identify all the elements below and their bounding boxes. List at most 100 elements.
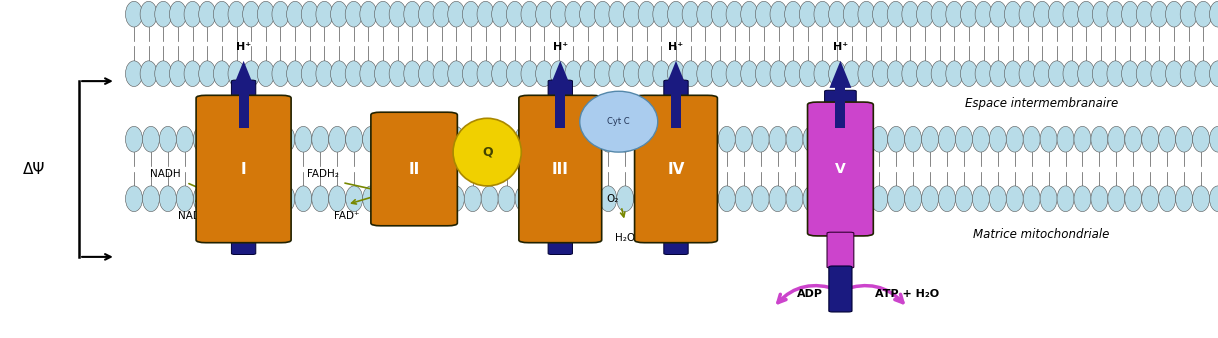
- Ellipse shape: [711, 61, 728, 87]
- Text: FADH₂: FADH₂: [307, 169, 339, 179]
- Ellipse shape: [464, 186, 481, 212]
- Ellipse shape: [430, 186, 447, 212]
- Ellipse shape: [990, 1, 1007, 27]
- Ellipse shape: [905, 126, 922, 152]
- Ellipse shape: [329, 186, 346, 212]
- Ellipse shape: [413, 126, 430, 152]
- Ellipse shape: [447, 186, 464, 212]
- Ellipse shape: [184, 61, 201, 87]
- Ellipse shape: [616, 186, 633, 212]
- Ellipse shape: [507, 1, 524, 27]
- Ellipse shape: [741, 61, 758, 87]
- Ellipse shape: [1192, 126, 1209, 152]
- Ellipse shape: [938, 126, 955, 152]
- Ellipse shape: [697, 1, 714, 27]
- Ellipse shape: [330, 1, 347, 27]
- Ellipse shape: [492, 1, 509, 27]
- Ellipse shape: [609, 1, 626, 27]
- Ellipse shape: [1108, 126, 1125, 152]
- Ellipse shape: [1180, 1, 1197, 27]
- Ellipse shape: [1209, 126, 1218, 152]
- Ellipse shape: [521, 61, 538, 87]
- Ellipse shape: [244, 126, 261, 152]
- Ellipse shape: [753, 186, 770, 212]
- Ellipse shape: [682, 61, 699, 87]
- Ellipse shape: [177, 186, 194, 212]
- Ellipse shape: [532, 126, 549, 152]
- Ellipse shape: [329, 126, 346, 152]
- Ellipse shape: [828, 61, 845, 87]
- Ellipse shape: [447, 126, 464, 152]
- Ellipse shape: [278, 126, 295, 152]
- Ellipse shape: [580, 91, 658, 152]
- Ellipse shape: [667, 1, 685, 27]
- Ellipse shape: [843, 61, 860, 87]
- Ellipse shape: [1136, 1, 1153, 27]
- Ellipse shape: [888, 126, 905, 152]
- Ellipse shape: [1057, 186, 1074, 212]
- Ellipse shape: [286, 1, 303, 27]
- Text: III: III: [552, 162, 569, 176]
- Text: H₂O: H₂O: [615, 233, 635, 243]
- Ellipse shape: [697, 61, 714, 87]
- Text: H⁺: H⁺: [236, 42, 251, 52]
- Ellipse shape: [140, 61, 157, 87]
- Text: I: I: [241, 162, 246, 176]
- Ellipse shape: [155, 61, 172, 87]
- Ellipse shape: [515, 126, 532, 152]
- Ellipse shape: [430, 126, 447, 152]
- FancyBboxPatch shape: [808, 102, 873, 236]
- Ellipse shape: [1209, 186, 1218, 212]
- Ellipse shape: [257, 1, 274, 27]
- Ellipse shape: [624, 1, 641, 27]
- Ellipse shape: [242, 1, 259, 27]
- Ellipse shape: [1091, 126, 1108, 152]
- FancyBboxPatch shape: [519, 95, 602, 243]
- FancyBboxPatch shape: [548, 80, 572, 99]
- Ellipse shape: [1195, 61, 1212, 87]
- Ellipse shape: [464, 126, 481, 152]
- FancyBboxPatch shape: [231, 80, 256, 99]
- Text: NADH: NADH: [150, 169, 180, 179]
- FancyBboxPatch shape: [664, 239, 688, 255]
- Ellipse shape: [753, 126, 770, 152]
- Ellipse shape: [976, 1, 993, 27]
- Ellipse shape: [1124, 186, 1141, 212]
- Ellipse shape: [199, 61, 216, 87]
- Ellipse shape: [301, 61, 318, 87]
- Ellipse shape: [955, 126, 972, 152]
- Ellipse shape: [346, 126, 363, 152]
- Ellipse shape: [404, 61, 421, 87]
- Ellipse shape: [1006, 186, 1023, 212]
- Ellipse shape: [989, 186, 1006, 212]
- Ellipse shape: [770, 1, 787, 27]
- FancyBboxPatch shape: [370, 112, 457, 226]
- Ellipse shape: [295, 186, 312, 212]
- Ellipse shape: [155, 1, 172, 27]
- Ellipse shape: [1151, 1, 1168, 27]
- Ellipse shape: [184, 1, 201, 27]
- Ellipse shape: [397, 186, 414, 212]
- Ellipse shape: [389, 1, 406, 27]
- Ellipse shape: [976, 61, 993, 87]
- Ellipse shape: [551, 61, 568, 87]
- Ellipse shape: [633, 126, 650, 152]
- FancyBboxPatch shape: [239, 80, 248, 128]
- Ellipse shape: [755, 61, 772, 87]
- Ellipse shape: [278, 186, 295, 212]
- Ellipse shape: [594, 1, 611, 27]
- Ellipse shape: [887, 1, 904, 27]
- Ellipse shape: [1040, 126, 1057, 152]
- Ellipse shape: [1124, 126, 1141, 152]
- Ellipse shape: [312, 186, 329, 212]
- FancyBboxPatch shape: [635, 95, 717, 243]
- Ellipse shape: [916, 61, 933, 87]
- Ellipse shape: [257, 61, 274, 87]
- Ellipse shape: [498, 186, 515, 212]
- Ellipse shape: [667, 186, 685, 212]
- Ellipse shape: [125, 126, 143, 152]
- Ellipse shape: [177, 126, 194, 152]
- Ellipse shape: [315, 1, 333, 27]
- Ellipse shape: [580, 1, 597, 27]
- Ellipse shape: [244, 186, 261, 212]
